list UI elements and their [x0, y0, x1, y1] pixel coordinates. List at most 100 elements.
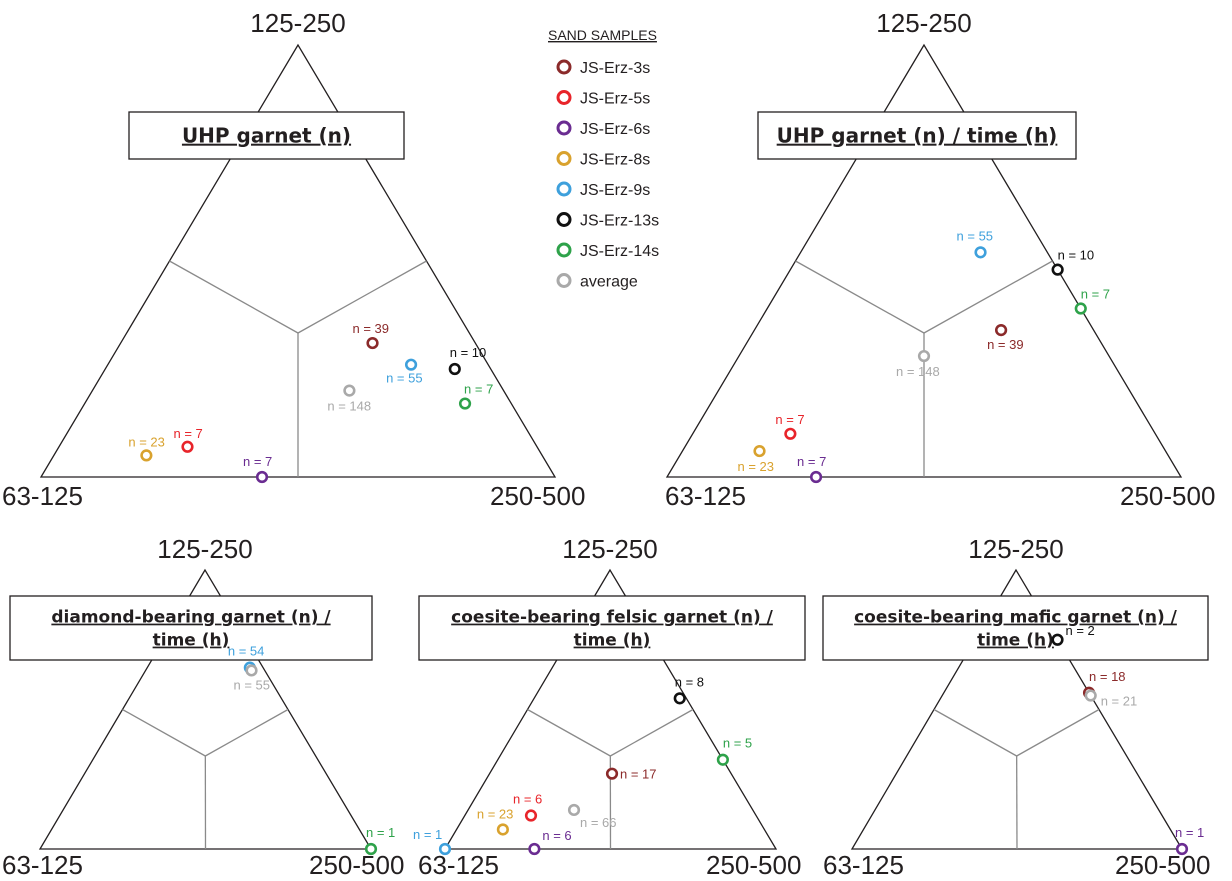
data-point-8s	[496, 823, 509, 836]
data-point-9s	[974, 246, 987, 259]
legend-marker-13s	[556, 212, 572, 227]
corner-label-left: 63-125	[2, 850, 83, 880]
legend-marker-3s	[556, 59, 572, 75]
corner-label-left: 63-125	[665, 481, 746, 511]
legend-marker-avg	[556, 273, 572, 288]
corner-label-right: 250-500	[309, 850, 404, 880]
point-label-avg: n = 55	[234, 677, 271, 692]
panel-title-box	[418, 595, 806, 661]
data-point-5s	[181, 440, 194, 453]
data-point-9s	[438, 842, 452, 856]
panel-title-line: coesite-bearing mafic garnet (n) /	[854, 608, 1178, 628]
data-point-14s	[716, 753, 729, 766]
panel-title-line: time (h)	[977, 631, 1054, 651]
point-label-5s: n = 7	[775, 412, 804, 427]
panel-title-box	[822, 595, 1209, 661]
panel-title-line: UHP garnet (n) / time (h)	[777, 124, 1058, 148]
legend-marker-6s	[556, 120, 572, 136]
data-point-13s	[673, 692, 686, 705]
point-label-5s: n = 7	[173, 426, 202, 441]
point-label-3s: n = 17	[620, 767, 657, 782]
legend: SAND SAMPLES JS-Erz-3s JS-Erz-5s JS-Erz-6s…	[548, 27, 659, 291]
point-label-avg: n = 66	[580, 815, 617, 830]
point-label-6s: n = 7	[243, 454, 272, 469]
data-point-avg	[343, 384, 356, 397]
corner-label-right: 250-500	[490, 481, 585, 511]
panel-title-box	[757, 111, 1077, 160]
field-boundary-line	[795, 260, 925, 334]
point-label-3s: n = 39	[353, 321, 390, 336]
legend-label-6s: JS-Erz-6s	[580, 121, 650, 138]
point-label-3s: n = 18	[1089, 669, 1126, 684]
data-point-8s	[753, 444, 766, 458]
point-label-avg: n = 148	[896, 364, 940, 379]
field-boundary-line	[527, 708, 611, 757]
data-point-14s	[1074, 302, 1087, 315]
point-label-9s: n = 55	[386, 371, 423, 386]
legend-title: SAND SAMPLES	[548, 27, 657, 43]
point-label-13s: n = 8	[675, 674, 704, 689]
ternary-panel-1: 125-250 63-125 250-500 UHP garnet (n) n = 39…	[2, 8, 585, 511]
field-boundary-line	[923, 260, 1053, 334]
data-point-6s	[528, 842, 541, 856]
point-label-6s: n = 7	[797, 454, 826, 469]
data-point-avg	[917, 349, 931, 363]
point-label-14s: n = 1	[366, 825, 395, 840]
panel-title-line: time (h)	[574, 631, 651, 651]
point-label-avg: n = 21	[1101, 694, 1138, 709]
legend-label-3s: JS-Erz-3s	[580, 60, 650, 77]
data-point-avg	[1084, 689, 1097, 702]
corner-label-top: 125-250	[562, 534, 657, 564]
point-label-9s: n = 55	[957, 228, 994, 243]
panel-title-box	[9, 595, 373, 661]
legend-marker-8s	[556, 151, 572, 166]
data-point-5s	[524, 809, 538, 822]
point-label-13s: n = 2	[1066, 623, 1095, 638]
data-point-3s	[366, 336, 379, 350]
point-label-9s: n = 54	[228, 644, 265, 659]
data-point-14s	[458, 397, 472, 410]
corner-label-right: 250-500	[706, 850, 801, 880]
point-label-13s: n = 10	[1058, 248, 1095, 263]
legend-marker-9s	[556, 181, 572, 197]
legend-label-5s: JS-Erz-5s	[580, 91, 650, 108]
point-label-5s: n = 6	[513, 792, 542, 807]
corner-label-left: 63-125	[418, 850, 499, 880]
field-boundary-line	[205, 708, 289, 757]
point-label-14s: n = 5	[723, 736, 752, 751]
point-label-6s: n = 1	[1175, 825, 1204, 840]
point-label-14s: n = 7	[1081, 287, 1110, 302]
point-label-3s: n = 39	[987, 337, 1024, 352]
ternary-panel-2: 125-250 63-125 250-500 UHP garnet (n) / tim…	[665, 8, 1215, 511]
data-point-5s	[784, 427, 797, 440]
field-boundary-line	[297, 260, 427, 334]
panel-title-line: diamond-bearing garnet (n) /	[51, 608, 331, 628]
field-boundary-line	[933, 708, 1017, 757]
field-boundary-line	[169, 260, 299, 334]
data-point-13s	[1051, 633, 1064, 646]
point-label-9s: n = 1	[413, 827, 442, 842]
data-point-13s	[1051, 263, 1064, 276]
corner-label-left: 63-125	[823, 850, 904, 880]
corner-label-right: 250-500	[1120, 481, 1215, 511]
corner-label-left: 63-125	[2, 481, 83, 511]
legend-label-9s: JS-Erz-9s	[580, 182, 650, 199]
point-label-8s: n = 23	[477, 806, 514, 821]
corner-label-right: 250-500	[1115, 850, 1210, 880]
corner-label-top: 125-250	[250, 8, 345, 38]
data-point-avg	[567, 803, 581, 817]
point-label-6s: n = 6	[542, 828, 571, 843]
data-point-14s	[364, 842, 378, 856]
point-label-14s: n = 7	[464, 382, 493, 397]
point-label-13s: n = 10	[450, 345, 487, 360]
field-boundary-line	[122, 708, 206, 757]
legend-label-13s: JS-Erz-13s	[580, 213, 659, 230]
legend-label-avg: average	[580, 274, 638, 291]
panel-title-box	[128, 111, 405, 160]
data-point-avg	[245, 664, 258, 677]
corner-label-top: 125-250	[876, 8, 971, 38]
corner-label-top: 125-250	[157, 534, 252, 564]
corner-label-top: 125-250	[968, 534, 1063, 564]
legend-marker-14s	[556, 242, 572, 258]
